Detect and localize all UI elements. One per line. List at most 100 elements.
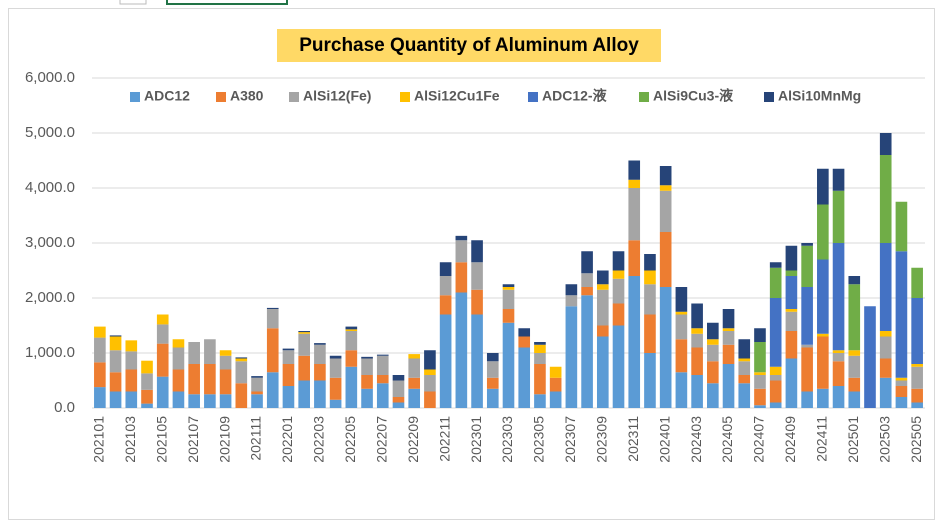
bar-segment [801, 245, 813, 287]
bar-segment [832, 361, 845, 386]
x-tick-label: 202411 [814, 416, 830, 462]
bar-segment [486, 361, 499, 378]
bar-segment [581, 295, 593, 408]
bar-segment [675, 372, 688, 408]
bar-segment [502, 289, 515, 309]
bar-segment [125, 369, 138, 392]
y-tick-label: 0.0 [54, 399, 75, 416]
bar-segment [879, 331, 892, 337]
x-tick-label: 202505 [908, 416, 924, 463]
bar-segment [141, 373, 153, 390]
bar-segment [754, 342, 766, 373]
bar-segment [518, 336, 531, 348]
y-tick-label: 6,000.0 [25, 69, 75, 86]
bar-segment [408, 358, 421, 378]
bar-segment [722, 344, 735, 364]
bar-segment [659, 185, 672, 191]
bar-segment [785, 245, 798, 271]
bar-segment [738, 339, 751, 359]
bar-segment [675, 314, 688, 340]
bar-segment [785, 358, 798, 408]
bar-segment [817, 204, 829, 260]
bar-segment [314, 343, 326, 345]
bar-segment [895, 380, 908, 386]
bar-segment [534, 394, 546, 408]
bar-segment [455, 262, 468, 293]
x-tick-label: 202105 [153, 416, 169, 463]
bar-segment [911, 388, 923, 403]
bar-segment [659, 190, 672, 232]
y-tick-label: 3,000.0 [25, 234, 75, 251]
bar-segment [707, 322, 719, 340]
bar-segment [282, 350, 295, 364]
bar-segment [911, 366, 923, 389]
x-tick-label: 202203 [311, 416, 327, 463]
bar-segment [848, 377, 861, 392]
bar-segment [659, 232, 672, 287]
bar-segment [754, 388, 766, 406]
bar-segment [754, 372, 766, 375]
bar-segment [298, 331, 310, 333]
bar-segment [722, 331, 735, 345]
bar-segment [628, 160, 641, 180]
bar-segment [707, 383, 719, 408]
bar-segment [911, 402, 923, 408]
bar-segment [314, 344, 326, 364]
bar-segment [534, 342, 546, 345]
bar-segment [392, 375, 405, 381]
cell-box [166, 0, 288, 5]
bar-segment [329, 355, 342, 359]
bar-segment [769, 366, 782, 375]
bar-segment [109, 391, 122, 408]
x-tick-label: 202107 [185, 416, 201, 463]
bar-segment [801, 344, 813, 348]
bar-segment [141, 360, 153, 374]
bar-segment [722, 364, 735, 408]
bar-segment [644, 284, 656, 315]
x-tick-label: 202501 [845, 416, 861, 463]
bar-segment [691, 328, 703, 334]
bar-segment [109, 350, 122, 373]
bar-segment [848, 350, 861, 356]
bar-segment [628, 240, 641, 276]
bar-segment [204, 364, 216, 395]
bar-segment [376, 383, 389, 408]
bar-segment [785, 270, 798, 276]
bar-segment [769, 380, 782, 403]
bar-segment [565, 306, 578, 408]
bar-segment [596, 270, 609, 285]
bar-segment [251, 377, 263, 392]
bar-segment [879, 133, 892, 155]
bar-segment [707, 361, 719, 384]
bar-segment [738, 375, 751, 384]
bar-segment [345, 350, 358, 367]
bar-segment [314, 380, 326, 408]
bar-segment [439, 314, 452, 408]
bar-segment [172, 369, 185, 392]
x-tick-label: 202201 [279, 416, 295, 463]
bar-segment [141, 389, 153, 404]
bar-segment [439, 262, 452, 276]
bar-segment [675, 339, 688, 373]
bar-segment [251, 376, 263, 378]
legend-swatch [130, 92, 140, 102]
bar-segment [235, 383, 248, 408]
bar-segment [879, 336, 892, 359]
bar-segment [911, 364, 923, 367]
bar-segment [376, 354, 389, 356]
bar-segment [109, 336, 122, 351]
bar-segment [785, 309, 798, 312]
bar-segment [408, 388, 421, 408]
bar-segment [817, 388, 829, 408]
bar-segment [769, 262, 782, 268]
x-tick-label: 202303 [499, 416, 515, 463]
bar-segment [298, 332, 310, 334]
bar-segment [125, 391, 138, 408]
bar-segment [392, 397, 405, 403]
bar-segment [801, 347, 813, 392]
bar-segment [817, 168, 829, 205]
bar-segment [172, 391, 185, 408]
bar-segment [266, 372, 279, 408]
bar-segment [94, 337, 106, 363]
